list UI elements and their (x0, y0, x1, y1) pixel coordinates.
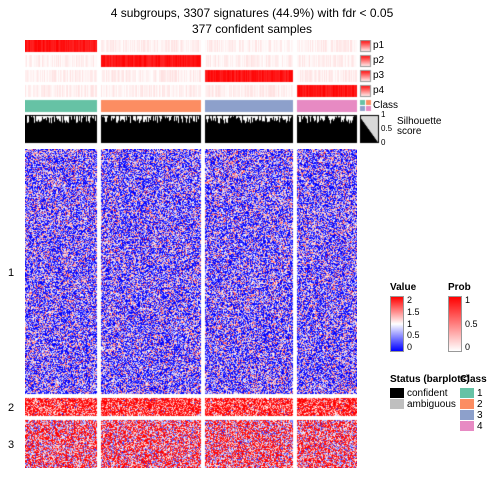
status-item: confident (390, 388, 469, 399)
prob-tick: 0.5 (465, 320, 478, 329)
heatmap-body (25, 149, 357, 468)
sil-label: Silhouette score (397, 117, 441, 137)
prob-tick: 1 (465, 296, 478, 305)
title-line-1: 4 subgroups, 3307 signatures (44.9%) wit… (0, 6, 504, 20)
value-tick: 1 (407, 320, 420, 329)
prob-gradient (448, 296, 462, 352)
class-item: 4 (460, 421, 487, 432)
legend-prob-title: Prob (448, 282, 478, 293)
sil-tick: 1 (381, 110, 385, 119)
prob-label: p2 (373, 55, 384, 66)
row-group-label: 2 (8, 402, 14, 414)
legend-prob: Prob 10.50 (448, 282, 478, 352)
legend-status: Status (barplots) confidentambiguous (390, 374, 469, 410)
title-line-2: 377 confident samples (0, 22, 504, 36)
value-gradient (390, 296, 404, 352)
status-items: confidentambiguous (390, 388, 469, 410)
class-item: 3 (460, 410, 487, 421)
class-item: 2 (460, 399, 487, 410)
sil-tick: 0 (381, 138, 385, 147)
class-item: 1 (460, 388, 487, 399)
value-tick: 0.5 (407, 331, 420, 340)
status-item: ambiguous (390, 399, 469, 410)
row-group-label: 1 (8, 267, 14, 279)
value-tick: 2 (407, 296, 420, 305)
class-items: 1234 (460, 388, 487, 432)
row-group-label: 3 (8, 439, 14, 451)
prob-label: p3 (373, 70, 384, 81)
prob-ticks: 10.50 (465, 296, 478, 352)
value-tick: 1.5 (407, 308, 420, 317)
prob-label: p1 (373, 40, 384, 51)
legend-value-title: Value (390, 282, 420, 293)
legend-class: Class 1234 (460, 374, 487, 432)
prob-label: p4 (373, 85, 384, 96)
figure-root: { "titles": { "line1": "4 subgroups, 330… (0, 0, 504, 504)
annotation-tracks (25, 40, 407, 145)
legend-class-title: Class (460, 374, 487, 385)
sil-tick: 0.5 (381, 124, 392, 133)
legend-status-title: Status (barplots) (390, 374, 469, 385)
class-label: Class (373, 100, 398, 111)
legend-value: Value 2 1.5 1 0.5 0 (390, 282, 420, 352)
prob-tick: 0 (465, 343, 478, 352)
value-ticks: 2 1.5 1 0.5 0 (407, 296, 420, 352)
value-tick: 0 (407, 343, 420, 352)
